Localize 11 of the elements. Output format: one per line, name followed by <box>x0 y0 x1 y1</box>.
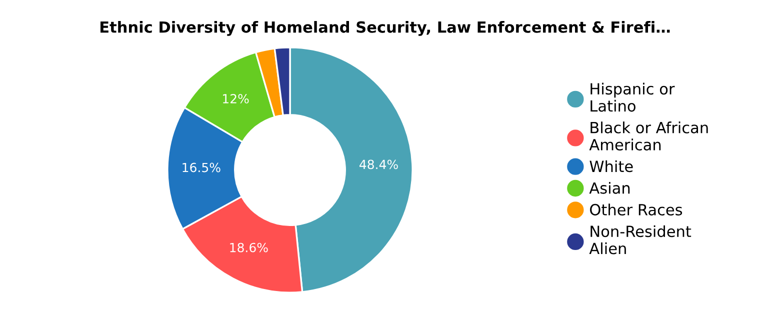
legend-label: Asian <box>589 182 630 194</box>
chart-title: Ethnic Diversity of Homeland Security, Law Enforcement & Firefi… <box>100 21 670 36</box>
data-label: 18.6% <box>230 242 268 252</box>
data-label: 16.5% <box>182 162 220 172</box>
data-label: 12% <box>223 94 249 104</box>
data-label: 48.4% <box>359 160 398 170</box>
legend-label: Other Races <box>590 204 682 216</box>
legend-label: Non-Resident Alien <box>589 225 692 254</box>
legend-label: Black or African American <box>589 122 708 150</box>
legend-label: Hispanic or Latino <box>590 82 675 112</box>
legend-label: White <box>590 160 633 172</box>
